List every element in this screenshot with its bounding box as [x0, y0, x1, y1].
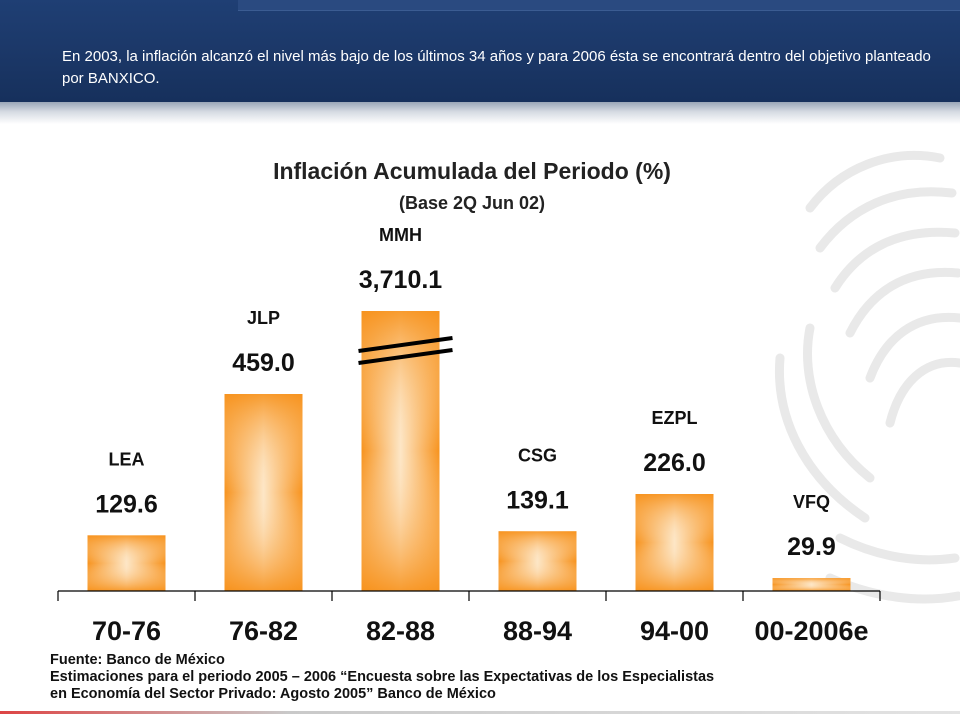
bar-82-88 — [358, 311, 453, 591]
value-label: 29.9 — [787, 533, 836, 561]
chart-title: Inflación Acumulada del Periodo (%) — [273, 158, 671, 184]
bottom-rule — [0, 711, 960, 714]
x-tick-label: 82-88 — [366, 616, 435, 646]
header-shadow — [0, 102, 960, 124]
bar-shade — [498, 531, 577, 591]
x-tick-label: 00-2006e — [754, 616, 868, 646]
axis-break-mark — [358, 336, 453, 353]
header-band: En 2003, la inflación alcanzó el nivel m… — [0, 0, 960, 102]
axis-break-mark — [358, 348, 453, 365]
bar-76-82 — [224, 394, 303, 591]
bar-name-label: EZPL — [651, 408, 697, 428]
value-label: 459.0 — [232, 349, 295, 377]
bar-shade — [772, 578, 851, 591]
estimate-note-line-1: Estimaciones para el periodo 2005 – 2006… — [50, 669, 715, 685]
bar-shade — [635, 494, 714, 591]
eagle-watermark-icon — [774, 150, 960, 604]
estimate-note-line-2: en Economía del Sector Privado: Agosto 2… — [50, 686, 496, 702]
bar-00-2006e — [772, 578, 851, 591]
value-label: 129.6 — [95, 490, 158, 518]
bar-name-label: CSG — [518, 445, 557, 465]
value-label: 226.0 — [643, 449, 706, 477]
x-tick-label: 70-76 — [92, 616, 161, 646]
x-tick-label: 76-82 — [229, 616, 298, 646]
bar-name-label: MMH — [379, 225, 422, 245]
bar-70-76 — [87, 535, 166, 591]
header-accent-strip — [238, 0, 960, 11]
bar-name-label: JLP — [247, 308, 280, 328]
bar-name-label: VFQ — [793, 492, 830, 512]
value-label: 3,710.1 — [359, 266, 443, 294]
bar-shade — [224, 394, 303, 591]
bar-shade — [87, 535, 166, 591]
chart-subtitle: (Base 2Q Jun 02) — [398, 193, 546, 213]
bar-88-94 — [498, 531, 577, 591]
x-tick-label: 88-94 — [503, 616, 572, 646]
header-note: En 2003, la inflación alcanzó el nivel m… — [62, 48, 931, 87]
value-label: 139.1 — [506, 486, 569, 514]
source-note: Fuente: Banco de México Estimaciones par… — [50, 652, 930, 703]
bar-94-00 — [635, 494, 714, 591]
source-line: Fuente: Banco de México — [50, 652, 225, 668]
bar-name-label: LEA — [109, 449, 145, 469]
x-tick-label: 94-00 — [640, 616, 709, 646]
